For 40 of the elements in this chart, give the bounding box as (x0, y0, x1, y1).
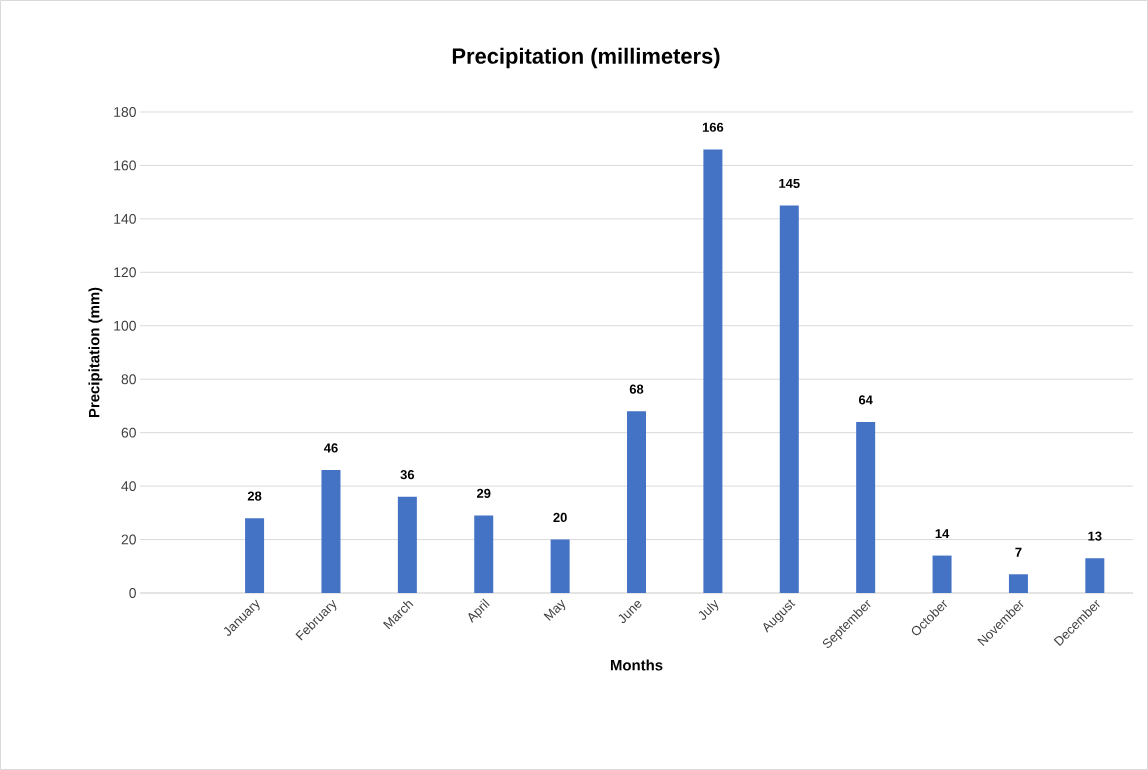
bar (550, 539, 570, 593)
y-tick-label: 0 (129, 588, 136, 598)
x-tick-label: May (543, 599, 566, 621)
y-tick-label: 100 (114, 320, 136, 331)
data-label: 28 (247, 491, 262, 501)
data-label: 68 (629, 384, 644, 394)
bar (703, 149, 723, 593)
bar (856, 421, 876, 593)
y-tick-label: 60 (121, 427, 136, 438)
y-tick-label: 20 (121, 534, 136, 545)
chart-title: Precipitation (millimeters) (452, 47, 720, 69)
data-label: 29 (476, 488, 491, 498)
y-tick-label: 40 (121, 481, 136, 492)
bar (321, 470, 341, 593)
data-label: 145 (779, 178, 800, 188)
bar (1085, 558, 1105, 593)
data-label: 36 (400, 470, 415, 480)
x-tick-label: July (698, 599, 719, 620)
data-label: 14 (935, 529, 950, 539)
bar (474, 515, 494, 593)
data-label: 46 (323, 443, 338, 453)
data-label: 166 (702, 122, 724, 132)
bar (627, 411, 647, 593)
y-tick-label: 140 (114, 213, 136, 224)
y-axis-title: Precipitation (mm) (88, 287, 103, 418)
bar (245, 518, 265, 593)
bar (397, 496, 417, 593)
y-tick-label: 160 (114, 160, 136, 171)
data-label: 13 (1088, 531, 1102, 541)
y-tick-label: 180 (114, 107, 136, 117)
bar (779, 205, 799, 593)
data-label: 64 (858, 395, 873, 405)
bar (932, 555, 952, 593)
bar (1008, 574, 1028, 593)
x-axis-title: Months (610, 659, 663, 671)
y-tick-label: 80 (121, 374, 136, 385)
y-tick-label: 120 (114, 267, 136, 278)
data-label: 20 (553, 512, 567, 523)
x-tick-label: June (618, 600, 642, 624)
data-label: 7 (1015, 547, 1022, 557)
